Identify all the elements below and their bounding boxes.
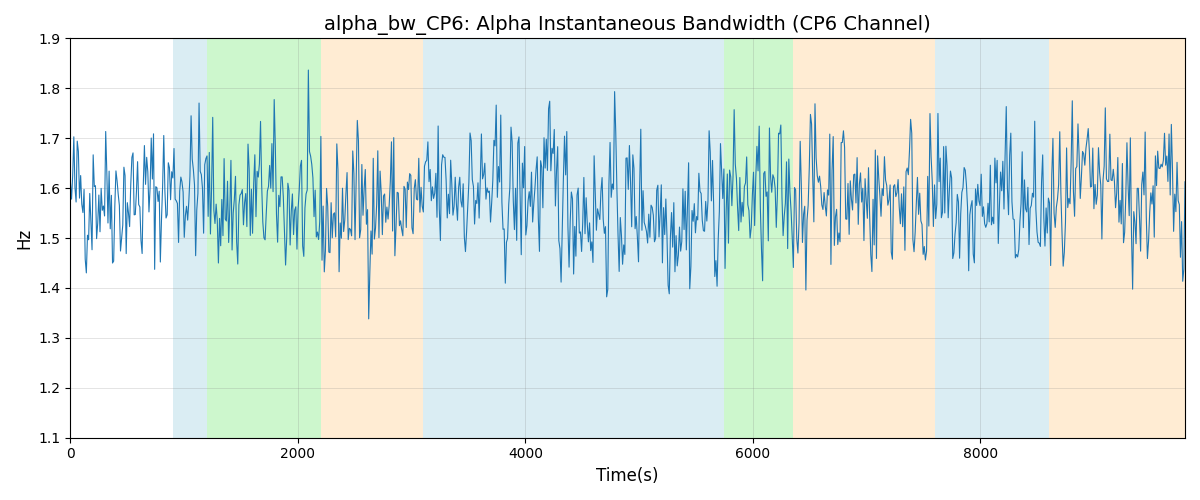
X-axis label: Time(s): Time(s) <box>596 467 659 485</box>
Y-axis label: Hz: Hz <box>14 228 32 248</box>
Bar <box>935 38 968 438</box>
Bar <box>1049 38 1186 438</box>
Bar <box>320 38 422 438</box>
Bar <box>173 38 206 438</box>
Bar <box>725 38 793 438</box>
Bar <box>206 38 320 438</box>
Title: alpha_bw_CP6: Alpha Instantaneous Bandwidth (CP6 Channel): alpha_bw_CP6: Alpha Instantaneous Bandwi… <box>324 15 931 35</box>
Bar <box>422 38 696 438</box>
Bar <box>793 38 935 438</box>
Bar <box>968 38 1049 438</box>
Bar <box>696 38 725 438</box>
